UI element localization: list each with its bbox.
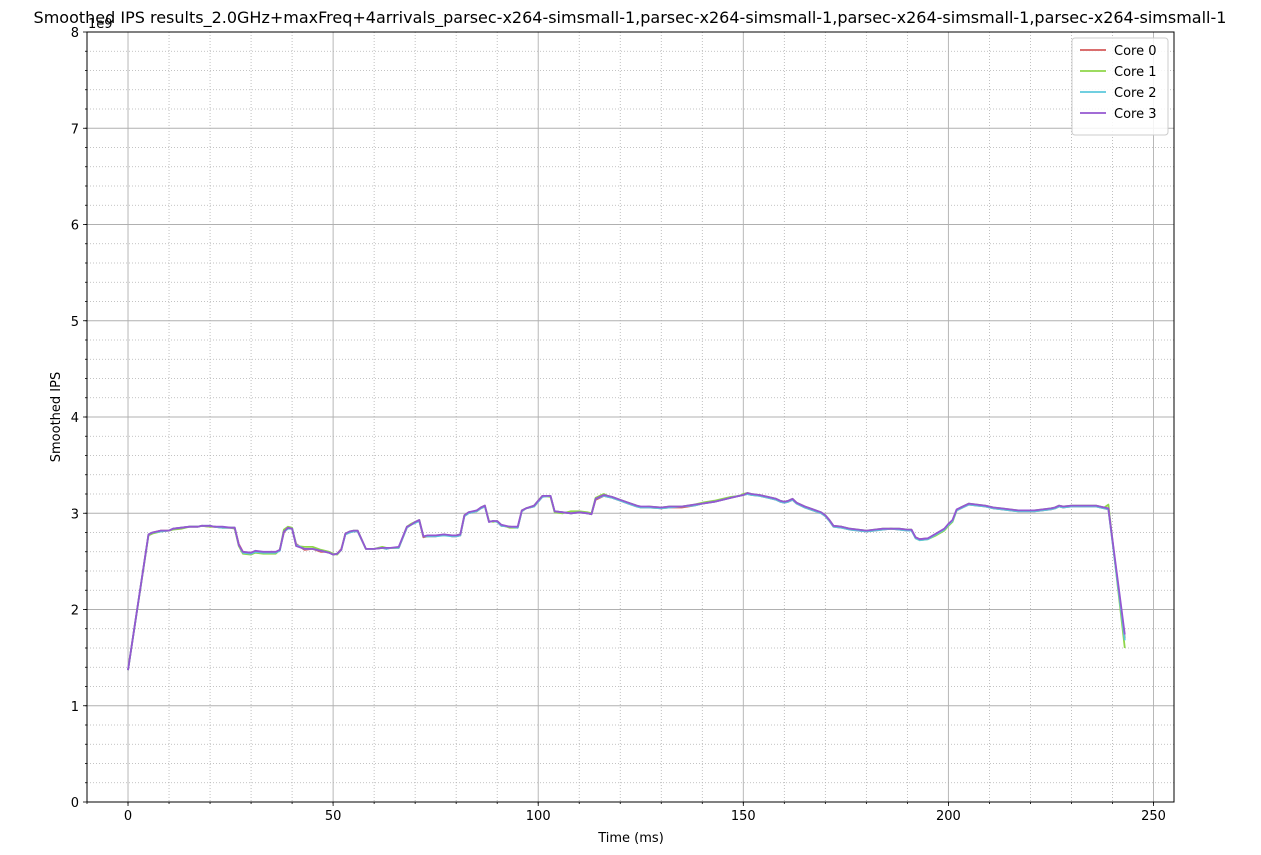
y-tick-label: 7 <box>71 122 79 137</box>
series-line-core-3 <box>127 492 1126 671</box>
legend: Core 0 Core 1 Core 2 Core 3 <box>1071 37 1169 136</box>
legend-label: Core 0 <box>1114 44 1157 59</box>
y-axis-label: Smoothed IPS <box>49 372 64 462</box>
series-layer <box>127 492 1126 671</box>
x-tick-label: 0 <box>124 809 132 824</box>
x-tick-label: 100 <box>526 809 551 824</box>
y-tick-label: 3 <box>71 507 79 522</box>
x-axis: 0 50 100 150 200 250 <box>86 802 1166 824</box>
y-axis: 0 1 2 3 4 5 6 7 8 <box>71 26 87 811</box>
x-tick-label: 50 <box>325 809 342 824</box>
y-tick-label: 8 <box>71 26 79 41</box>
y-scale-label: 1e9 <box>88 17 113 32</box>
y-tick-label: 4 <box>71 411 79 426</box>
y-tick-label: 0 <box>71 796 79 811</box>
y-tick-label: 6 <box>71 219 79 234</box>
x-tick-label: 200 <box>936 809 961 824</box>
legend-label: Core 2 <box>1114 86 1157 101</box>
legend-box <box>1071 37 1169 136</box>
legend-label: Core 1 <box>1114 65 1157 80</box>
x-tick-label: 150 <box>731 809 756 824</box>
x-tick-label: 250 <box>1141 809 1166 824</box>
y-tick-label: 2 <box>71 604 79 619</box>
y-tick-label: 1 <box>71 700 79 715</box>
major-grid <box>87 31 1174 803</box>
legend-label: Core 3 <box>1114 107 1157 122</box>
x-axis-label: Time (ms) <box>597 831 664 846</box>
chart-title: Smoothed IPS results_2.0GHz+maxFreq+4arr… <box>34 8 1227 28</box>
y-tick-label: 5 <box>71 315 79 330</box>
